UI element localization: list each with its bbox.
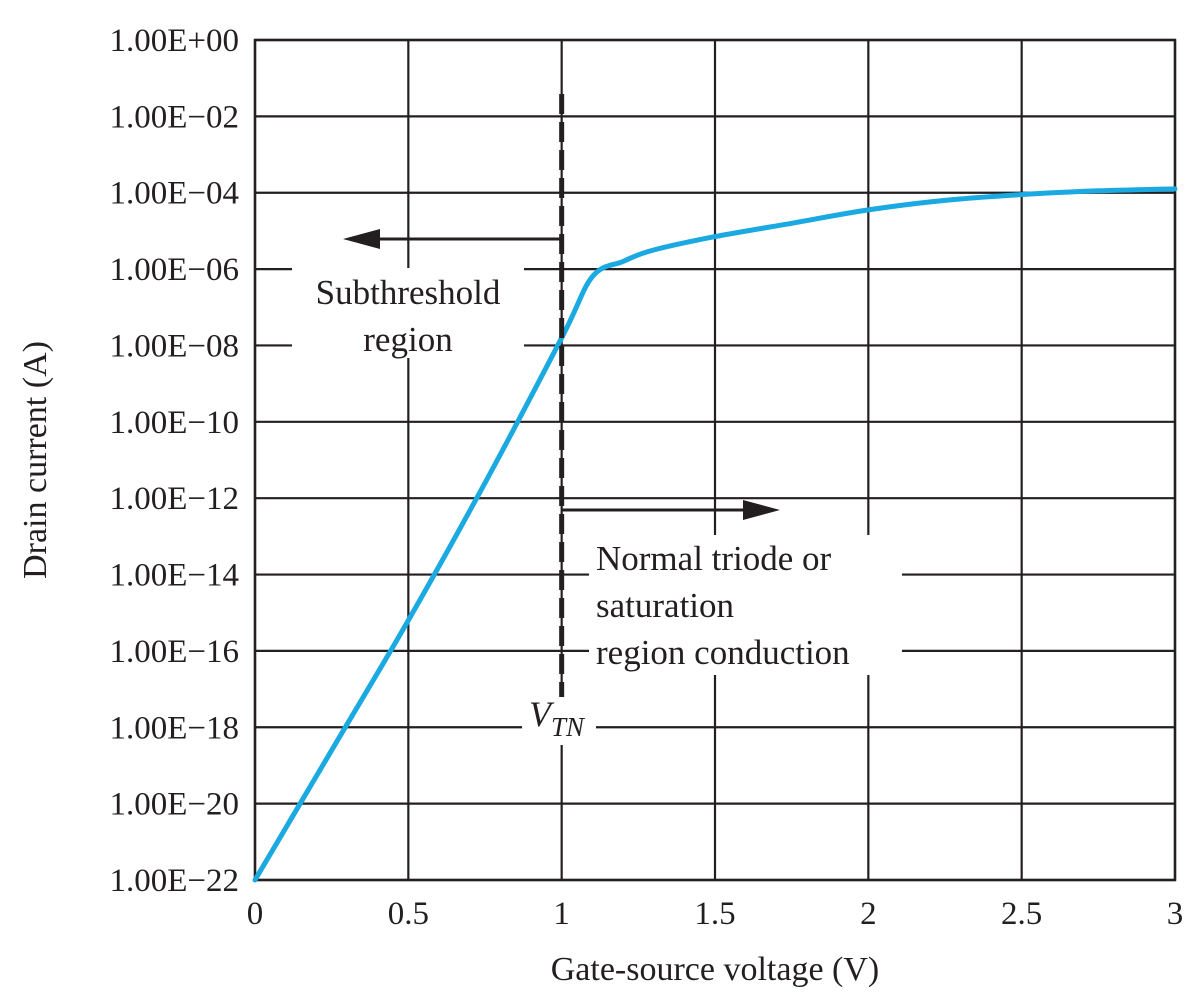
drain-current-curve [252,186,1178,883]
vtn-main: V [529,694,555,734]
annotation-background [589,535,902,675]
subthreshold-arrow-head [343,229,380,249]
conduction-arrow-head [743,500,780,520]
y-tick-label: 1.00E−14 [109,558,239,594]
x-tick-label: 0.5 [388,896,429,932]
x-tick-labels: 0 0.5 1 1.5 2 2.5 3 [247,896,1184,932]
annotation-background [522,697,596,745]
x-tick-label: 1 [553,896,570,932]
curve-layer [252,94,1178,883]
y-tick-label: 1.00E−12 [109,481,239,517]
subthreshold-label-line2: region [363,320,452,359]
y-tick-label: 1.00E+00 [109,23,239,59]
plot-frame [253,38,1177,882]
annotations: Subthreshold region Normal triode or sat… [292,268,902,745]
y-tick-labels: 1.00E+00 1.00E−02 1.00E−04 1.00E−06 1.00E−08… [109,23,239,899]
y-tick-label: 1.00E−10 [109,405,239,441]
y-tick-label: 1.00E−02 [109,99,239,135]
x-tick-label: 3 [1167,896,1184,932]
y-tick-label: 1.00E−22 [109,863,239,899]
subthreshold-label-line1: Subthreshold [316,273,501,312]
annotation-background [292,268,524,358]
x-axis-title: Gate-source voltage (V) [551,951,880,988]
y-tick-label: 1.00E−18 [109,710,239,746]
vtn-label: VTN [529,694,586,742]
y-axis-title: Drain current (A) [17,341,54,579]
vtn-subscript: TN [551,712,586,742]
y-tick-label: 1.00E−04 [109,176,239,212]
x-tick-label: 1.5 [694,896,735,932]
x-tick-label: 2 [860,896,877,932]
grid [253,38,1177,882]
x-tick-label: 0 [247,896,264,932]
y-tick-label: 1.00E−06 [109,252,239,288]
conduction-label-line2: saturation [596,586,734,625]
x-tick-label: 2.5 [1001,896,1042,932]
conduction-label-line1: Normal triode or [596,539,832,578]
y-tick-label: 1.00E−08 [109,328,239,364]
conduction-label-line3: region conduction [596,633,850,672]
y-tick-label: 1.00E−16 [109,634,239,670]
y-tick-label: 1.00E−20 [109,787,239,823]
